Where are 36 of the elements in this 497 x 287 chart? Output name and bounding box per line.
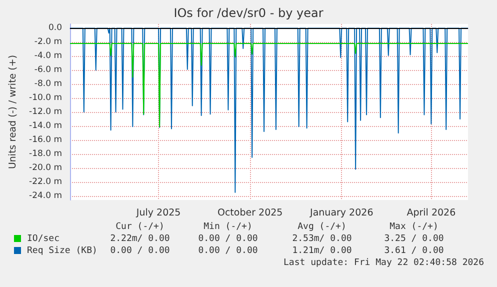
legend-label: Req Size (KB) [26, 246, 98, 256]
text: Max (-/+) [388, 222, 440, 232]
y-tick-label: -4.0 m [34, 51, 62, 62]
y-tick-label: -24.0 m [29, 190, 62, 201]
y-tick-label: -14.0 m [29, 120, 62, 131]
text: 3.61 / 0.00 [383, 246, 445, 256]
y-axis-title: Units read (-) / write (+) [8, 54, 18, 170]
y-tick-label: -18.0 m [29, 148, 62, 159]
x-tick-label: January 2026 [309, 208, 374, 218]
y-tick-label: -8.0 m [34, 79, 62, 90]
text: Cur (-/+) [114, 222, 166, 232]
y-tick-label: -22.0 m [29, 176, 62, 187]
y-tick-label: -12.0 m [29, 107, 62, 117]
text: 2.53m/ 0.00 [291, 234, 353, 244]
y-tick-label: -6.0 m [34, 65, 62, 76]
text: 0.00 / 0.00 [110, 246, 170, 256]
y-tick-label: -2.0 m [34, 37, 62, 48]
y-tick-label: -10.0 m [29, 93, 62, 104]
text: 0.00 / 0.00 [197, 234, 259, 244]
y-tick-label: -20.0 m [29, 162, 62, 173]
chart-title: IOs for /dev/sr0 - by year [174, 6, 324, 20]
text: 3.25 / 0.00 [383, 234, 445, 244]
legend-label: IO/sec [26, 234, 60, 244]
text: 2.22m/ 0.00 [109, 234, 171, 244]
y-tick-label: 0.0 [48, 23, 62, 34]
x-tick-label: October 2025 [217, 208, 283, 218]
text: 1.21m/ 0.00 [291, 246, 353, 256]
text: 0.00 / 0.00 [197, 246, 259, 256]
text: Avg (-/+) [296, 222, 348, 232]
text: Min (-/+) [202, 222, 254, 232]
line-series [70, 43, 468, 128]
x-tick-label: July 2025 [135, 208, 181, 218]
y-tick-label: -16.0 m [29, 134, 62, 145]
line-series [70, 28, 468, 193]
x-tick-label: April 2026 [406, 208, 456, 218]
text: Last update: Fri May 22 02:40:58 2026 [284, 258, 484, 268]
